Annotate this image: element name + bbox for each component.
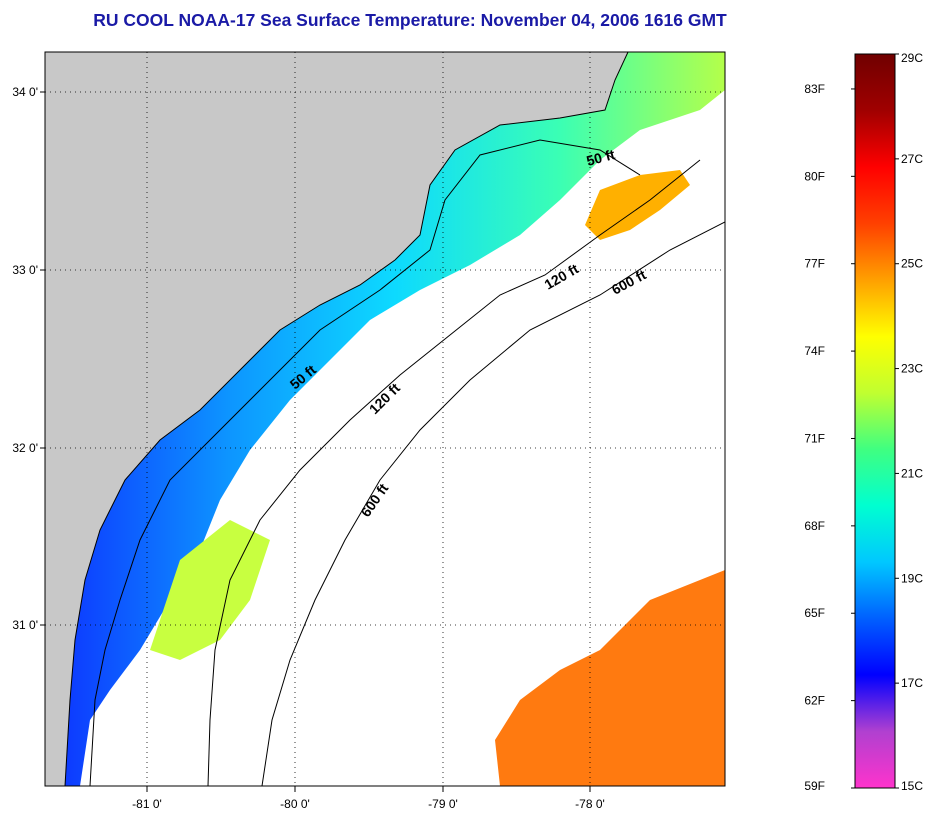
fahrenheit-label: 68F (804, 519, 825, 533)
lat-label-31: 31 0' (12, 618, 38, 632)
sst-coastal-band (65, 52, 725, 786)
warm-patch-northeast (585, 170, 690, 240)
graticule (45, 52, 725, 786)
lon-label-81: -81 0' (132, 797, 162, 811)
lat-label-33: 33 0' (12, 263, 38, 277)
longitude-axis: -81 0' -80 0' -79 0' -78 0' (132, 786, 605, 811)
lon-label-78: -78 0' (575, 797, 605, 811)
lat-label-34: 34 0' (12, 85, 38, 99)
celsius-label: 25C (901, 257, 923, 271)
lat-label-32: 32 0' (12, 441, 38, 455)
fahrenheit-label: 65F (804, 606, 825, 620)
plot-frame (44, 51, 726, 787)
celsius-label: 17C (901, 676, 923, 690)
fahrenheit-label: 62F (804, 694, 825, 708)
fahrenheit-label: 74F (804, 344, 825, 358)
celsius-label: 29C (901, 51, 923, 65)
lon-label-79: -79 0' (428, 797, 458, 811)
warm-patch-southeast (495, 570, 725, 786)
celsius-label: 27C (901, 152, 923, 166)
isobath-120ft (207, 159, 701, 786)
contour-label-50ft-north: 50 ft (585, 146, 617, 169)
land-mass (45, 52, 628, 786)
isobath-50ft (89, 139, 641, 786)
color-scale-bar (854, 53, 896, 789)
celsius-label: 23C (901, 362, 923, 376)
lon-label-80: -80 0' (280, 797, 310, 811)
coastline (64, 52, 629, 786)
celsius-label: 21C (901, 466, 923, 480)
fahrenheit-label: 71F (804, 431, 825, 445)
map-title: RU COOL NOAA-17 Sea Surface Temperature:… (93, 10, 727, 30)
fahrenheit-label: 80F (804, 169, 825, 183)
isobath-600ft (261, 221, 725, 786)
fahrenheit-label: 59F (804, 779, 825, 793)
latitude-axis: 34 0' 33 0' 32 0' 31 0' (12, 85, 45, 632)
fahrenheit-label: 77F (804, 257, 825, 271)
fahrenheit-label: 83F (804, 82, 825, 96)
celsius-label: 15C (901, 779, 923, 793)
celsius-label: 19C (901, 571, 923, 585)
